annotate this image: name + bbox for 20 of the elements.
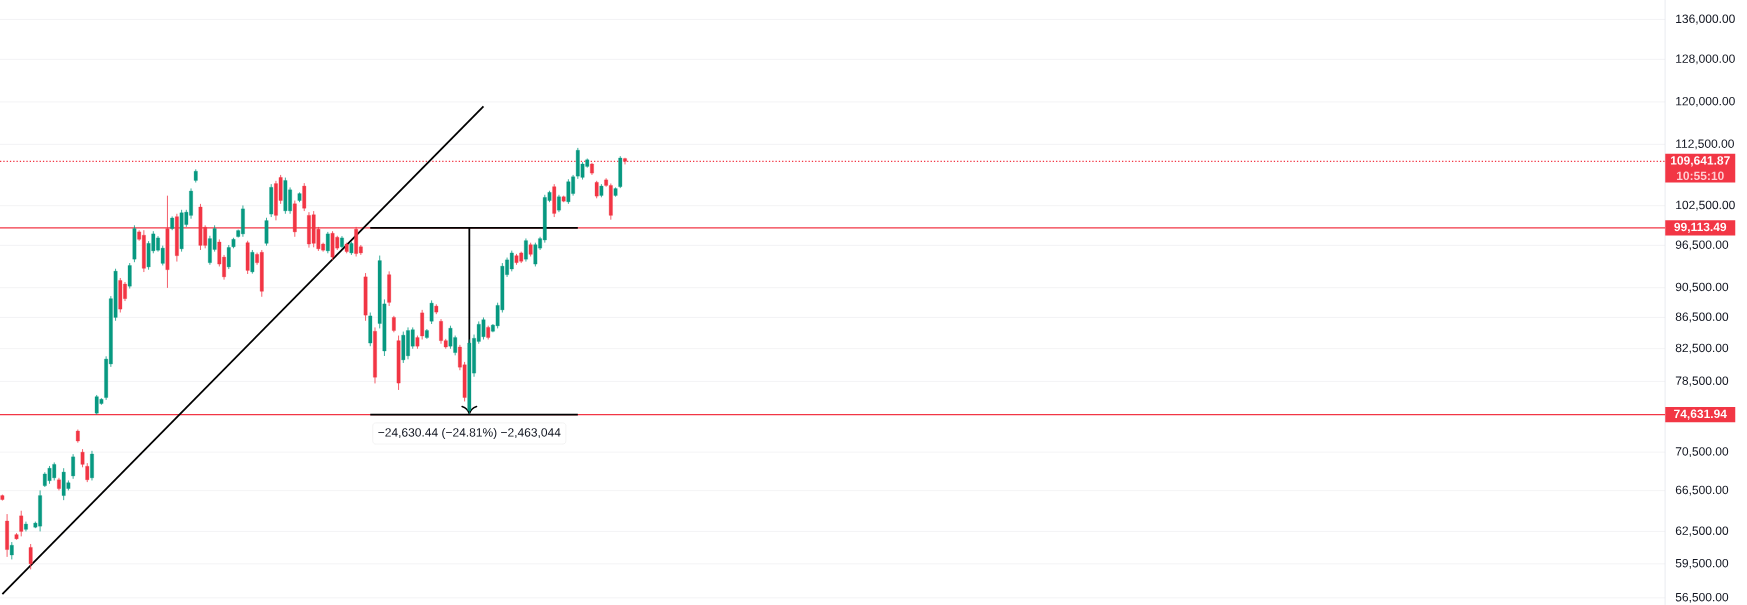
text: 10:55:10	[1676, 171, 1724, 181]
y-tick-label: 82,500.00	[1675, 343, 1729, 354]
y-tick-label: 66,500.00	[1675, 485, 1729, 496]
y-tick-label: 86,500.00	[1675, 312, 1729, 323]
y-tick-label: 96,500.00	[1675, 240, 1729, 251]
ref-line-label: 99,113.49	[1674, 222, 1727, 233]
y-tick-label: 70,500.00	[1675, 447, 1729, 458]
y-tick-label: 90,500.00	[1675, 282, 1729, 293]
annotation: −24,630.44 (−24.81%) −2,463,044	[378, 427, 561, 440]
y-tick-label: 62,500.00	[1675, 526, 1729, 537]
y-tick-label: 56,500.00	[1675, 592, 1729, 603]
ref-line-label: 109,641.87	[1670, 156, 1730, 167]
ref-line-label: 74,631.94	[1674, 409, 1727, 420]
y-tick-label: 102,500.00	[1676, 200, 1735, 211]
y-tick-label: 136,000.00	[1676, 14, 1735, 25]
y-tick-label: 78,500.00	[1675, 376, 1729, 387]
y-tick-label: 128,000.00	[1676, 54, 1735, 65]
y-tick-label: 120,000.00	[1676, 96, 1735, 107]
y-tick-label: 59,500.00	[1675, 558, 1729, 569]
y-tick-label: 112,500.00	[1676, 139, 1734, 150]
